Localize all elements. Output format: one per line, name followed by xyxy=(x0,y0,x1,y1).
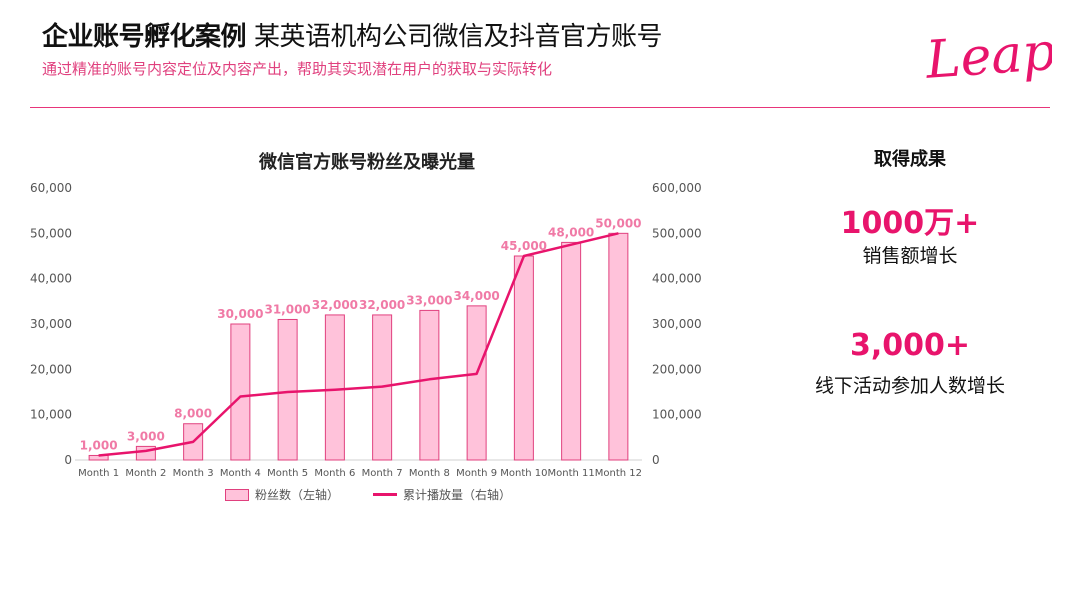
y-tick-left-label: 50,000 xyxy=(30,226,72,240)
y-tick-left-label: 20,000 xyxy=(30,362,72,376)
x-tick-label: Month 6 xyxy=(314,468,355,479)
legend-item-fans: 粉丝数（左轴） xyxy=(225,486,339,503)
y-tick-right-label: 600,000 xyxy=(652,181,702,195)
bar-data-label: 48,000 xyxy=(548,225,594,239)
title-normal: 某英语机构公司微信及抖音官方账号 xyxy=(254,22,663,52)
bar-fans xyxy=(513,255,534,461)
bar-data-label: 45,000 xyxy=(501,239,547,253)
x-tick-label: Month 12 xyxy=(595,468,642,479)
bar-fans xyxy=(561,241,582,461)
x-tick-label: Month 1 xyxy=(78,468,119,479)
page-title: 企业账号孵化案例 某英语机构公司微信及抖音官方账号 xyxy=(42,16,663,53)
page-subtitle: 通过精准的账号内容定位及内容产出，帮助其实现潜在用户的获取与实际转化 xyxy=(42,60,553,78)
leap-logo-text: Leap xyxy=(923,22,1052,91)
bar-data-label: 3,000 xyxy=(127,429,165,443)
x-tick-label: Month 10 xyxy=(500,468,547,479)
y-tick-left-label: 60,000 xyxy=(30,181,72,195)
bar-data-label: 33,000 xyxy=(406,293,452,307)
y-tick-left-label: 40,000 xyxy=(30,272,72,286)
chart-legend: 粉丝数（左轴） 累计播放量（右轴） xyxy=(225,486,545,503)
y-tick-right-label: 200,000 xyxy=(652,362,702,376)
chart-title: 微信官方账号粉丝及曝光量 xyxy=(258,151,475,173)
legend-swatch-bar xyxy=(225,488,249,501)
legend-swatch-line xyxy=(373,493,398,496)
bar-data-label: 32,000 xyxy=(359,298,405,312)
bar-fans xyxy=(88,454,109,461)
x-tick-label: Month 11 xyxy=(548,468,595,479)
bar-fans xyxy=(277,318,298,461)
bar-data-label: 30,000 xyxy=(217,307,263,321)
bar-data-label: 32,000 xyxy=(312,298,358,312)
bar-data-label: 34,000 xyxy=(453,289,499,303)
x-tick-label: Month 7 xyxy=(362,468,403,479)
y-tick-left-label: 0 xyxy=(64,453,72,467)
legend-label-plays: 累计播放量（右轴） xyxy=(403,488,512,502)
bar-fans xyxy=(608,232,629,461)
y-tick-right-label: 300,000 xyxy=(652,317,702,331)
y-tick-left-label: 10,000 xyxy=(30,408,72,422)
y-tick-right-label: 100,000 xyxy=(652,408,702,422)
y-tick-right-label: 0 xyxy=(652,453,660,467)
line-series-cumulative-plays xyxy=(98,232,619,457)
y-tick-left-label: 30,000 xyxy=(30,317,72,331)
x-tick-label: Month 3 xyxy=(173,468,214,479)
bar-fans xyxy=(230,323,251,461)
x-tick-label: Month 8 xyxy=(409,468,450,479)
bar-data-label: 31,000 xyxy=(264,302,310,316)
leap-logo: Leap xyxy=(923,22,1052,91)
bar-fans xyxy=(419,309,440,461)
result-attendance-label: 线下活动参加人数增长 xyxy=(814,375,1005,397)
y-tick-right-label: 400,000 xyxy=(652,272,702,286)
x-tick-label: Month 5 xyxy=(267,468,308,479)
bar-data-label: 8,000 xyxy=(174,407,212,421)
legend-item-plays: 累计播放量（右轴） xyxy=(373,486,511,503)
bar-fans xyxy=(466,305,487,461)
results-title: 取得成果 xyxy=(874,149,946,170)
legend-label-fans: 粉丝数（左轴） xyxy=(255,488,340,502)
header-divider xyxy=(30,107,1050,108)
x-tick-label: Month 9 xyxy=(456,468,497,479)
result-sales-value: 1000万+ xyxy=(840,206,980,241)
y-tick-right-label: 500,000 xyxy=(652,226,702,240)
result-attendance-value: 3,000+ xyxy=(849,328,971,363)
bar-data-label: 1,000 xyxy=(80,438,118,452)
bar-fans xyxy=(324,314,345,461)
x-tick-label: Month 4 xyxy=(220,468,261,479)
x-tick-label: Month 2 xyxy=(125,468,166,479)
bar-data-label: 50,000 xyxy=(595,216,641,230)
title-bold: 企业账号孵化案例 xyxy=(42,22,247,52)
result-sales-label: 销售额增长 xyxy=(862,245,958,267)
